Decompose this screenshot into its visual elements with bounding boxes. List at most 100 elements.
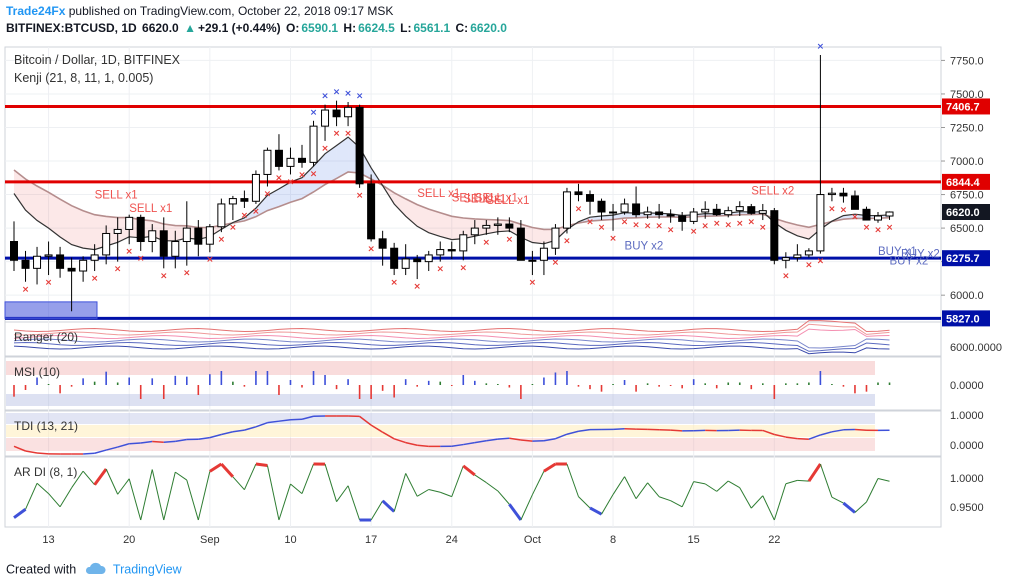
msi-bar bbox=[589, 385, 591, 390]
candle-body bbox=[620, 203, 629, 213]
y-tick-label: 6000.0 bbox=[950, 290, 984, 302]
candle-body bbox=[321, 109, 330, 127]
msi-bar bbox=[139, 385, 142, 399]
tdi-line-segment bbox=[175, 438, 187, 443]
indicator-legend: Kenji (21, 8, 11, 1, 0.005) bbox=[14, 71, 154, 85]
msi-bar bbox=[381, 385, 384, 391]
ardi-line-segment bbox=[566, 463, 579, 497]
x-marker-blue: × bbox=[356, 92, 364, 102]
candle-body bbox=[113, 228, 122, 234]
x-marker: × bbox=[506, 235, 514, 245]
ardi-line-segment bbox=[819, 463, 833, 498]
candle-body bbox=[804, 250, 813, 256]
candle-body bbox=[885, 211, 894, 217]
x-marker: × bbox=[344, 129, 352, 139]
cloud-segment bbox=[325, 145, 337, 185]
signal-label: SELL x1 bbox=[452, 192, 495, 204]
y-tick-label: 6500.0 bbox=[950, 223, 984, 235]
tdi-line-segment bbox=[555, 433, 568, 440]
published-text: published on TradingView.com, October 22… bbox=[68, 4, 394, 18]
cloud-segment bbox=[48, 192, 61, 237]
candle-body bbox=[516, 227, 525, 261]
price-pane[interactable] bbox=[4, 46, 942, 323]
ardi-line-segment bbox=[25, 483, 38, 510]
ardi-line-segment bbox=[186, 479, 199, 521]
msi-bar bbox=[439, 381, 442, 385]
x-marker: × bbox=[241, 211, 249, 221]
msi-bar bbox=[82, 378, 84, 385]
price-axis[interactable]: 7750.07500.07250.07000.06750.06500.06250… bbox=[941, 55, 1002, 514]
price-tag-label: 6620.0 bbox=[946, 207, 980, 219]
indicator-series bbox=[6, 320, 891, 522]
ranger-pane[interactable] bbox=[4, 321, 942, 357]
msi-bar bbox=[854, 385, 856, 394]
msi-lower-band bbox=[6, 394, 875, 406]
x-marker: × bbox=[701, 222, 709, 232]
tdi-line-segment bbox=[486, 438, 498, 442]
tradingview-cloud-icon bbox=[84, 562, 106, 578]
msi-bar bbox=[646, 383, 649, 385]
candle-body bbox=[758, 210, 767, 214]
msi-bar bbox=[47, 384, 50, 385]
x-tick-label: Oct bbox=[524, 534, 541, 546]
x-marker: × bbox=[782, 271, 790, 281]
x-marker: × bbox=[91, 274, 99, 284]
ardi-pane[interactable] bbox=[4, 456, 942, 528]
ranger-line bbox=[13, 320, 890, 333]
tdi-line-segment bbox=[854, 428, 867, 431]
time-axis[interactable]: 13 20 Sep 10 17 24 Oct 8 15 22 bbox=[42, 534, 780, 546]
tradingview-link[interactable]: TradingView bbox=[112, 562, 182, 577]
msi-bar bbox=[738, 382, 741, 385]
tdi-line-segment bbox=[129, 442, 141, 445]
msi-bar bbox=[427, 380, 430, 385]
tdi-line-segment bbox=[221, 431, 234, 436]
low-label: L: bbox=[400, 21, 412, 35]
publisher-name[interactable]: Trade24Fx bbox=[6, 4, 66, 18]
x-marker: × bbox=[575, 204, 583, 214]
tdi-pane[interactable] bbox=[4, 410, 942, 457]
tdi-line-segment bbox=[520, 439, 533, 442]
msi-bar bbox=[312, 371, 315, 385]
signal-label: SELL x1 bbox=[475, 192, 518, 204]
high-value: 6624.5 bbox=[358, 21, 395, 35]
ardi-line-segment bbox=[531, 471, 545, 495]
candle-body bbox=[712, 208, 721, 216]
msi-bar bbox=[370, 385, 372, 399]
ardi-line-segment bbox=[405, 473, 418, 497]
msi-pane[interactable] bbox=[4, 356, 942, 411]
candle-body bbox=[724, 210, 733, 216]
tdi-line-segment bbox=[244, 426, 257, 431]
candle-body bbox=[90, 254, 99, 261]
ranger-line bbox=[13, 345, 890, 355]
candle-body bbox=[44, 254, 53, 257]
x-tick-label: 22 bbox=[768, 534, 780, 546]
tdi-line-segment bbox=[543, 437, 556, 442]
candle-body bbox=[228, 198, 237, 205]
candle-body bbox=[632, 203, 641, 216]
msi-bar bbox=[266, 371, 269, 385]
msi-bar bbox=[59, 385, 61, 394]
msi-bar bbox=[404, 379, 407, 385]
msi-bar bbox=[692, 379, 695, 385]
x-marker-blue: × bbox=[321, 92, 329, 102]
x-tick-label: 15 bbox=[688, 534, 700, 546]
candle-body bbox=[182, 227, 191, 243]
cloud-segment bbox=[290, 177, 302, 203]
close-label: C: bbox=[455, 21, 469, 35]
tdi-line-segment bbox=[670, 429, 683, 432]
msi-bar bbox=[566, 371, 568, 385]
tdi-line-segment bbox=[370, 424, 384, 433]
ardi-line-segment bbox=[163, 471, 176, 521]
signal-label: BUY x2 bbox=[625, 241, 664, 253]
price-tag-label: 6275.7 bbox=[946, 253, 980, 265]
tdi-line-segment bbox=[25, 450, 38, 454]
x-marker: × bbox=[759, 223, 767, 233]
x-marker: × bbox=[298, 171, 306, 181]
candle-body bbox=[781, 257, 790, 261]
candle-body bbox=[655, 211, 664, 216]
ranger-line bbox=[13, 328, 890, 340]
cloud-segment bbox=[83, 210, 95, 250]
close-value: 6620.0 bbox=[470, 21, 507, 35]
ardi-line-segment bbox=[807, 463, 822, 482]
